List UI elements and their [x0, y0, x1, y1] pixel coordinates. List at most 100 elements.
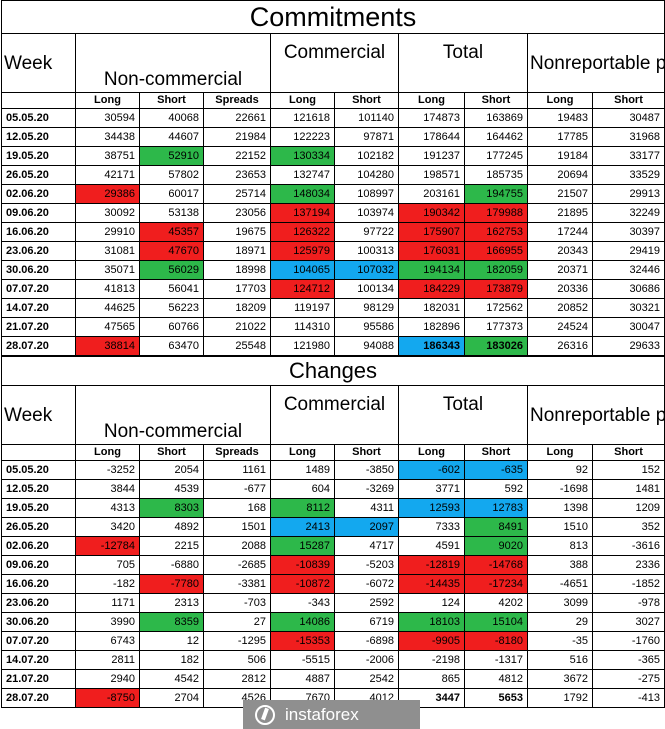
commercial-header: Commercial [270, 385, 399, 445]
watermark-text: instaforex [285, 704, 359, 724]
value-cell: 108997 [334, 184, 399, 204]
value-cell: 8303 [139, 498, 204, 518]
value-cell: 2704 [139, 688, 204, 708]
value-cell: 100134 [334, 279, 399, 299]
value-cell: 17244 [527, 222, 593, 242]
table-row: 09.06.20 30092 53138 23056 137194 103974 19034… [1, 203, 665, 223]
value-cell: 29910 [75, 222, 140, 242]
value-cell: 30397 [591, 222, 665, 242]
week-cell: 02.06.20 [1, 184, 76, 204]
value-cell: -9905 [398, 631, 465, 651]
value-cell: 30594 [75, 108, 140, 128]
table-row: 02.06.20 29386 60017 25714 148034 108997 20316… [1, 184, 665, 204]
value-cell: 132747 [270, 165, 335, 185]
week-cell: 23.06.20 [1, 241, 76, 261]
week-cell: 02.06.20 [1, 536, 76, 556]
value-cell: 506 [203, 650, 271, 670]
value-cell: -15353 [270, 631, 335, 651]
value-cell: 100313 [334, 241, 399, 261]
value-cell: 22152 [203, 146, 271, 166]
value-cell: 163869 [464, 108, 528, 128]
subheader-cell: Spreads [203, 444, 271, 461]
value-cell: -3269 [334, 479, 399, 499]
value-cell: 94088 [334, 336, 399, 356]
value-cell: 17703 [203, 279, 271, 299]
changes-subheader-row: Long Short Spreads Long Short Long Short Long Sh… [1, 444, 665, 461]
value-cell: 15287 [270, 536, 335, 556]
value-cell: 4202 [464, 593, 528, 613]
table-row: 12.05.20 34438 44607 21984 122223 97871 178644… [1, 127, 665, 147]
value-cell: 18971 [203, 241, 271, 261]
value-cell: -1852 [591, 574, 665, 594]
value-cell: 592 [464, 479, 528, 499]
value-cell: 137194 [270, 203, 335, 223]
value-cell: -6880 [139, 555, 204, 575]
value-cell: -602 [398, 460, 465, 480]
value-cell: -5203 [334, 555, 399, 575]
value-cell: 203161 [398, 184, 465, 204]
value-cell: -182 [75, 574, 140, 594]
week-cell: 07.07.20 [1, 631, 76, 651]
week-header: Week [1, 33, 76, 93]
table-row: 19.05.20 38751 52910 22152 130334 102182 19123… [1, 146, 665, 166]
value-cell: 813 [527, 536, 593, 556]
week-cell: 26.05.20 [1, 517, 76, 537]
value-cell: 21895 [527, 203, 593, 223]
changes-table: Changes Week Non-commercial Commercial T… [0, 356, 665, 708]
value-cell: 6719 [334, 612, 399, 632]
table-row: 05.05.20 30594 40068 22661 121618 101140 17487… [1, 108, 665, 128]
value-cell: 4311 [334, 498, 399, 518]
subheader-cell: Long [527, 444, 593, 461]
table-row: 26.05.20 42171 57802 23653 132747 104280 19857… [1, 165, 665, 185]
value-cell: 22661 [203, 108, 271, 128]
value-cell: -10872 [270, 574, 335, 594]
value-cell: 152 [591, 460, 665, 480]
value-cell: 173879 [464, 279, 528, 299]
value-cell: 104280 [334, 165, 399, 185]
value-cell: -365 [591, 650, 665, 670]
value-cell: 183026 [464, 336, 528, 356]
value-cell: 32446 [591, 260, 665, 280]
week-cell: 21.07.20 [1, 317, 76, 337]
subheader-cell: Long [398, 444, 465, 461]
value-cell: 516 [527, 650, 593, 670]
value-cell: 20852 [527, 298, 593, 318]
value-cell: 18998 [203, 260, 271, 280]
value-cell: 6743 [75, 631, 140, 651]
value-cell: 26316 [527, 336, 593, 356]
value-cell: -6072 [334, 574, 399, 594]
commercial-header: Commercial [270, 33, 399, 93]
value-cell: -275 [591, 669, 665, 689]
value-cell: 2413 [270, 517, 335, 537]
value-cell: 124 [398, 593, 465, 613]
table-row: 05.05.20 -3252 2054 1161 1489 -3850 -602 -635 92… [1, 460, 665, 480]
value-cell: 23653 [203, 165, 271, 185]
value-cell: -635 [464, 460, 528, 480]
value-cell: 34438 [75, 127, 140, 147]
value-cell: 30047 [591, 317, 665, 337]
value-cell: 114310 [270, 317, 335, 337]
week-cell: 07.07.20 [1, 279, 76, 299]
value-cell: 20694 [527, 165, 593, 185]
value-cell: 31081 [75, 241, 140, 261]
value-cell: 124712 [270, 279, 335, 299]
value-cell: 60766 [139, 317, 204, 337]
value-cell: 47565 [75, 317, 140, 337]
value-cell: 18209 [203, 298, 271, 318]
value-cell: 1481 [591, 479, 665, 499]
noncommercial-header: Non-commercial [75, 385, 271, 445]
value-cell: 27 [203, 612, 271, 632]
value-cell: -1295 [203, 631, 271, 651]
value-cell: 1792 [527, 688, 593, 708]
value-cell: 179988 [464, 203, 528, 223]
value-cell: 29633 [591, 336, 665, 356]
value-cell: 182896 [398, 317, 465, 337]
value-cell: -8180 [464, 631, 528, 651]
total-header: Total [398, 33, 528, 93]
value-cell: 2811 [75, 650, 140, 670]
value-cell: -10839 [270, 555, 335, 575]
value-cell: -413 [591, 688, 665, 708]
value-cell: 12 [139, 631, 204, 651]
value-cell: 186343 [398, 336, 465, 356]
value-cell: 56041 [139, 279, 204, 299]
